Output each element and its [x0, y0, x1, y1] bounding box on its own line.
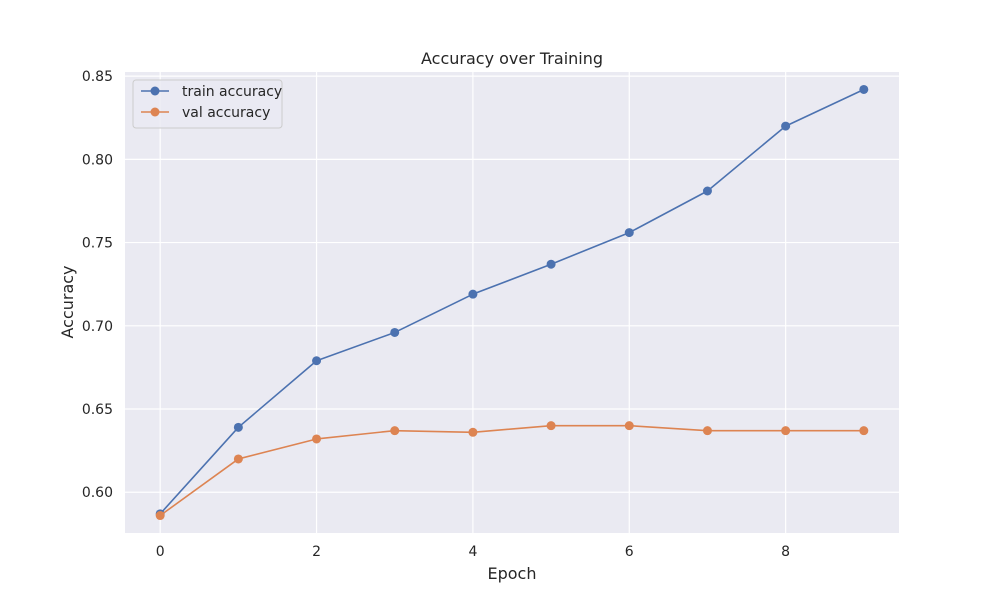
x-axis-label: Epoch	[488, 564, 537, 583]
data-point	[390, 426, 400, 436]
data-point	[312, 356, 322, 366]
chart-title: Accuracy over Training	[421, 49, 603, 68]
y-tick-label: 0.85	[82, 69, 113, 85]
y-tick-label: 0.60	[82, 485, 113, 501]
data-point	[546, 421, 556, 431]
data-point	[155, 511, 165, 521]
data-point	[859, 426, 869, 436]
data-point	[702, 426, 712, 436]
series-val-accuracy	[155, 421, 869, 521]
y-tick-label: 0.70	[82, 319, 113, 335]
x-tick-label: 6	[625, 544, 634, 560]
y-axis-label: Accuracy	[58, 265, 77, 338]
y-tick-label: 0.80	[82, 152, 113, 168]
series-line	[159, 424, 864, 517]
data-point	[859, 84, 869, 94]
series-train-accuracy	[155, 84, 869, 519]
data-point	[781, 426, 791, 436]
legend-marker	[150, 107, 160, 117]
legend: train accuracy val accuracy	[132, 79, 283, 129]
data-point	[624, 421, 634, 431]
legend-label: train accuracy	[182, 84, 282, 100]
series-line	[159, 88, 865, 515]
plot-area	[125, 72, 899, 533]
x-tick-label: 0	[156, 544, 165, 560]
data-point	[312, 434, 322, 444]
x-tick-label: 2	[312, 544, 321, 560]
legend-box	[132, 79, 283, 129]
series-layer	[155, 84, 869, 521]
axis-ticks: 0 2 4 6 8 0.60 0.65 0.70 0.75 0.80 0.85	[82, 69, 790, 560]
data-point	[702, 186, 712, 196]
y-tick-label: 0.65	[82, 402, 113, 418]
legend-item: val accuracy	[141, 105, 270, 121]
data-point	[468, 289, 478, 299]
data-point	[468, 427, 478, 437]
data-point	[233, 454, 243, 464]
data-point	[233, 422, 243, 432]
y-tick-label: 0.75	[82, 236, 113, 252]
grid-lines	[125, 72, 899, 533]
x-tick-label: 4	[468, 544, 477, 560]
legend-marker	[150, 86, 160, 96]
legend-label: val accuracy	[182, 105, 270, 121]
data-point	[624, 228, 634, 238]
legend-item: train accuracy	[141, 84, 282, 100]
x-tick-label: 8	[781, 544, 790, 560]
data-point	[546, 259, 556, 269]
data-point	[390, 327, 400, 337]
data-point	[781, 121, 791, 131]
